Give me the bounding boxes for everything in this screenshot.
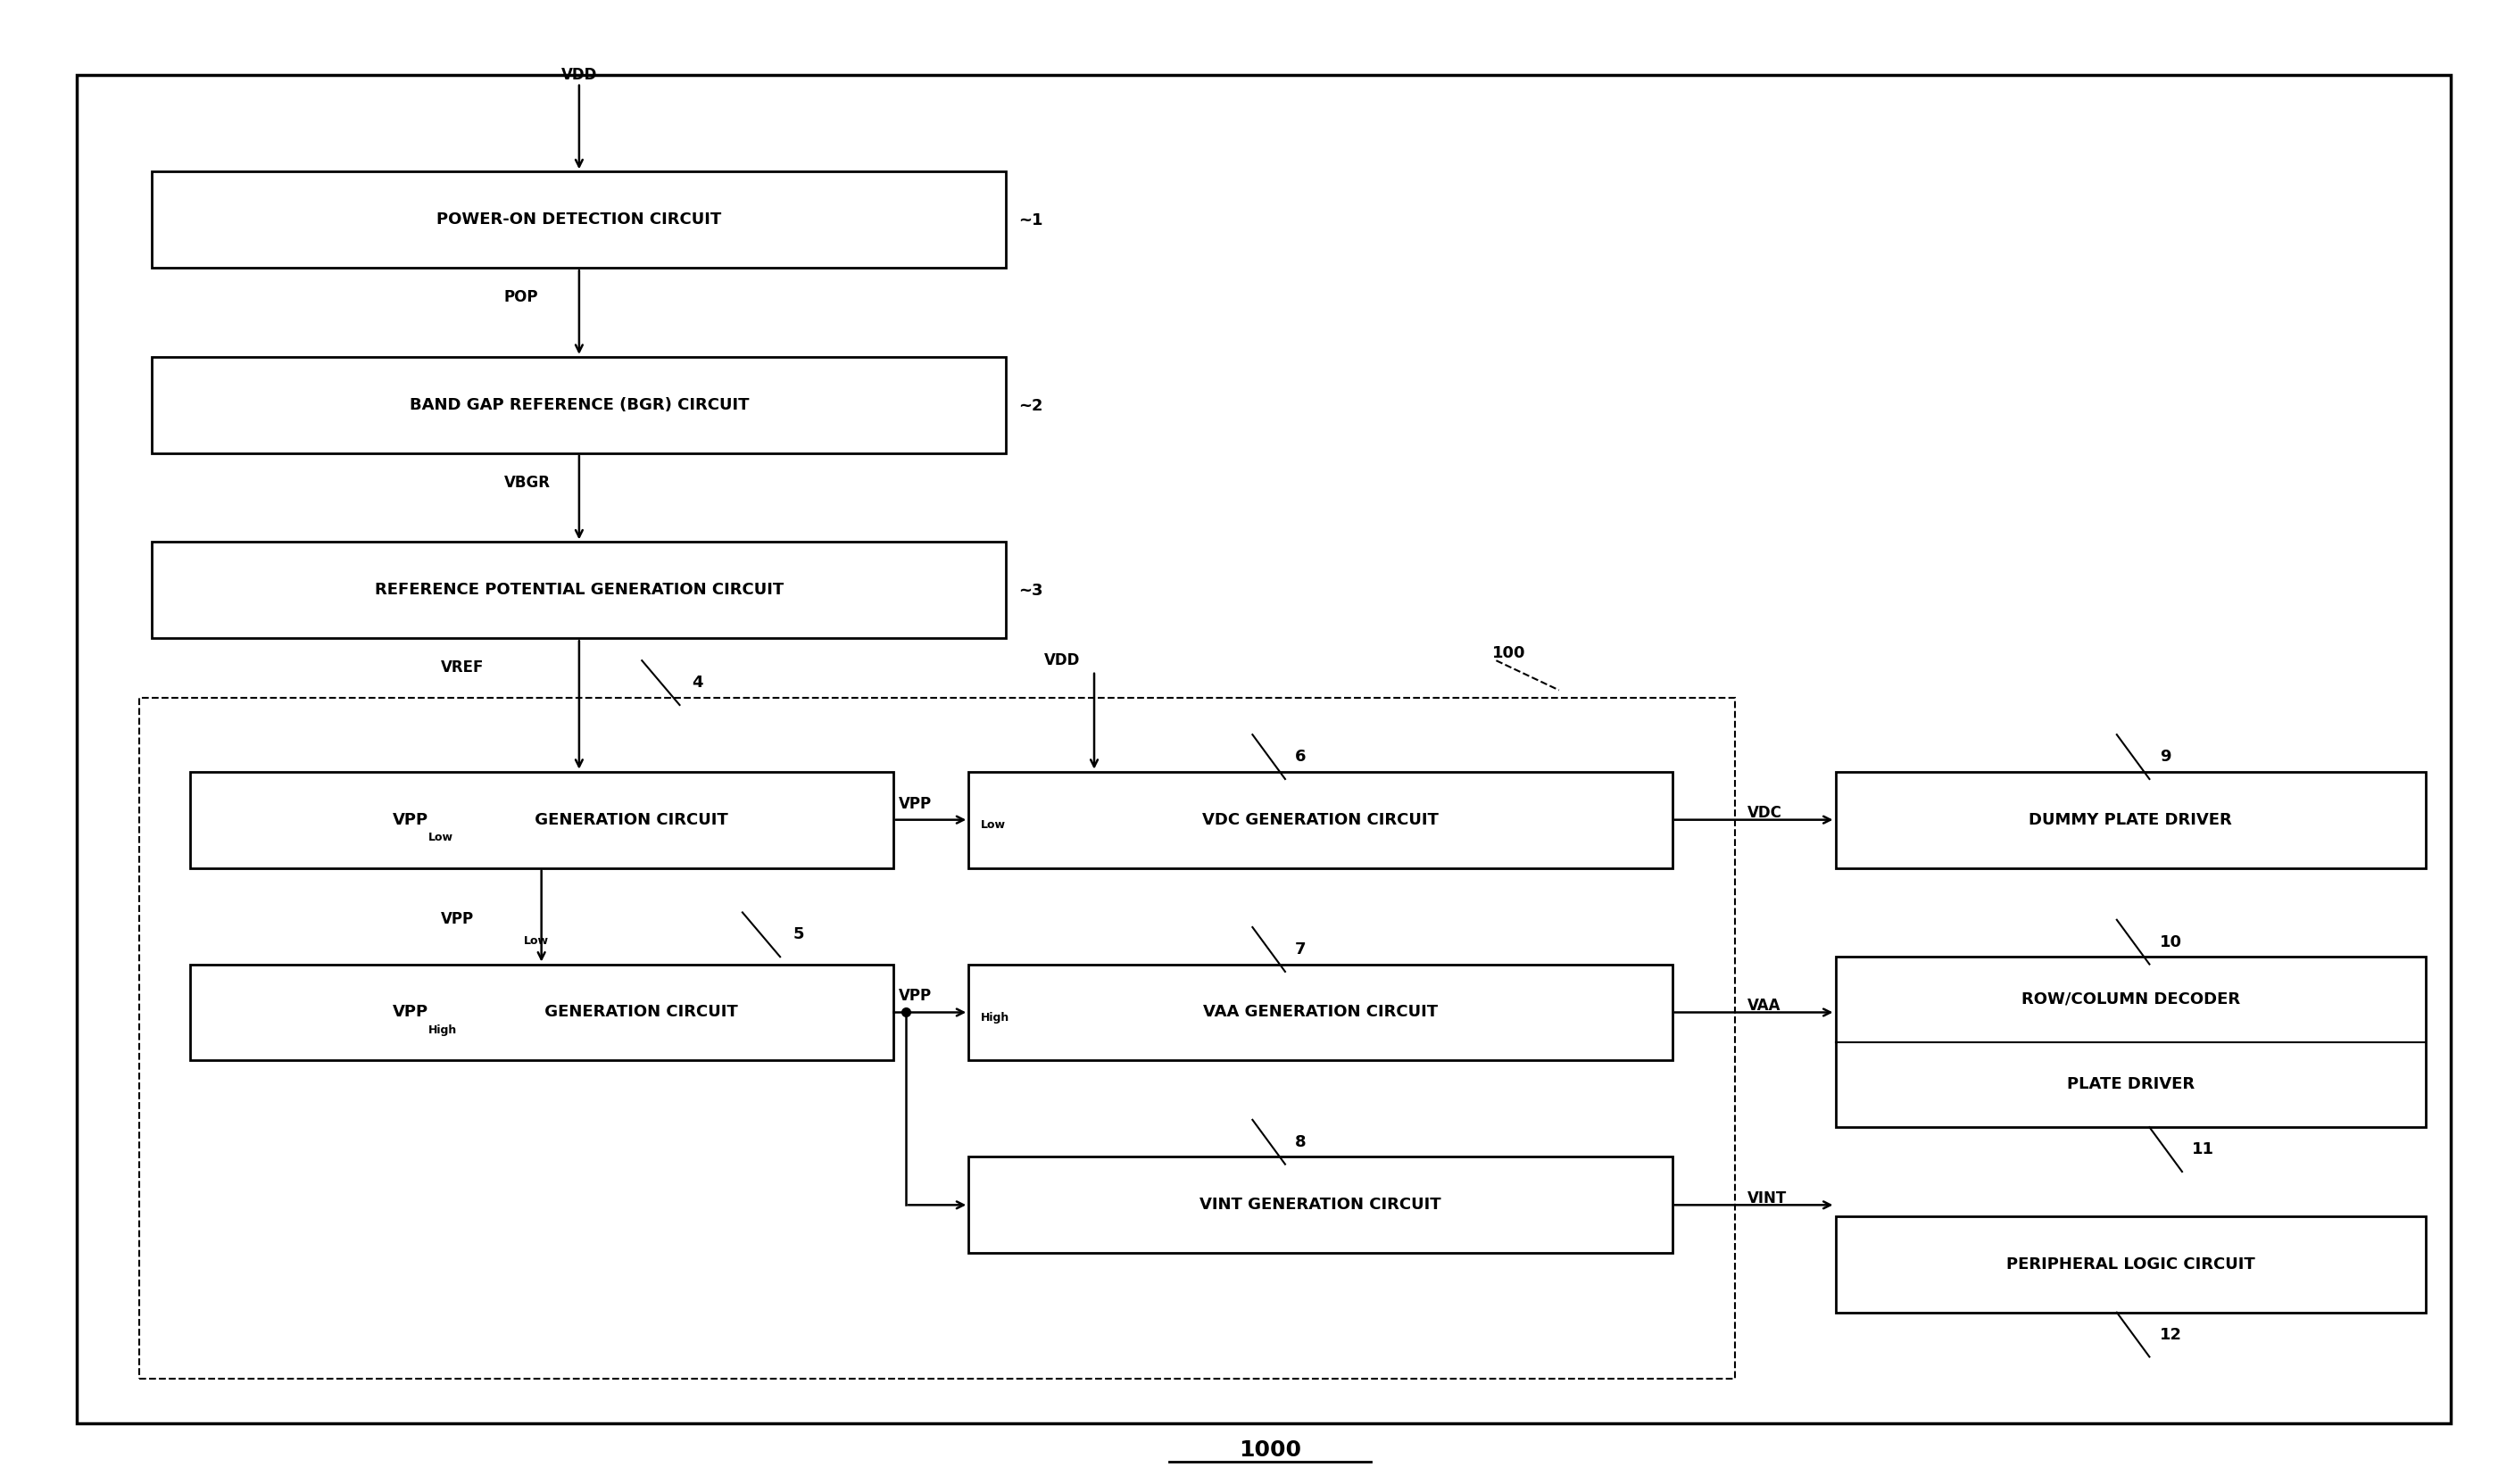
FancyBboxPatch shape <box>189 965 893 1061</box>
Text: 4: 4 <box>692 675 704 690</box>
Text: PLATE DRIVER: PLATE DRIVER <box>2067 1076 2196 1092</box>
Text: ROW/COLUMN DECODER: ROW/COLUMN DECODER <box>2022 991 2241 1008</box>
FancyBboxPatch shape <box>189 772 893 868</box>
Text: VDC: VDC <box>1748 806 1783 821</box>
Text: VDD: VDD <box>561 67 596 83</box>
FancyBboxPatch shape <box>968 1158 1672 1252</box>
Text: PERIPHERAL LOGIC CIRCUIT: PERIPHERAL LOGIC CIRCUIT <box>2007 1255 2256 1272</box>
Text: 9: 9 <box>2160 749 2170 764</box>
Text: GENERATION CIRCUIT: GENERATION CIRCUIT <box>538 1005 737 1021</box>
Text: POP: POP <box>503 289 538 306</box>
Text: 8: 8 <box>1295 1134 1305 1150</box>
Text: VPP: VPP <box>392 812 428 828</box>
Text: VDC GENERATION CIRCUIT: VDC GENERATION CIRCUIT <box>1202 812 1439 828</box>
FancyBboxPatch shape <box>1836 772 2427 868</box>
Text: POWER-ON DETECTION CIRCUIT: POWER-ON DETECTION CIRCUIT <box>438 212 722 229</box>
Text: VINT: VINT <box>1748 1190 1788 1206</box>
Text: DUMMY PLATE DRIVER: DUMMY PLATE DRIVER <box>2030 812 2233 828</box>
FancyBboxPatch shape <box>1836 1215 2427 1312</box>
FancyBboxPatch shape <box>151 356 1006 453</box>
FancyBboxPatch shape <box>968 772 1672 868</box>
Text: VINT GENERATION CIRCUIT: VINT GENERATION CIRCUIT <box>1200 1198 1441 1212</box>
Text: VBGR: VBGR <box>503 475 551 491</box>
Text: VAA: VAA <box>1748 997 1781 1014</box>
FancyBboxPatch shape <box>151 542 1006 638</box>
Text: VREF: VREF <box>440 660 483 675</box>
Text: ~2: ~2 <box>1019 398 1044 414</box>
Text: VDD: VDD <box>1044 653 1079 669</box>
FancyBboxPatch shape <box>151 172 1006 269</box>
Text: 6: 6 <box>1295 749 1305 764</box>
Text: 7: 7 <box>1295 941 1305 957</box>
Text: ~3: ~3 <box>1019 583 1044 600</box>
Text: VAA GENERATION CIRCUIT: VAA GENERATION CIRCUIT <box>1202 1005 1439 1021</box>
FancyBboxPatch shape <box>1836 957 2427 1128</box>
Text: REFERENCE POTENTIAL GENERATION CIRCUIT: REFERENCE POTENTIAL GENERATION CIRCUIT <box>375 582 785 598</box>
Text: 10: 10 <box>2160 933 2183 950</box>
Text: 5: 5 <box>792 926 805 942</box>
Text: Low: Low <box>981 819 1006 831</box>
Text: ~1: ~1 <box>1019 212 1044 229</box>
Text: 100: 100 <box>1491 646 1527 662</box>
Text: VPP: VPP <box>392 1005 428 1021</box>
Text: 12: 12 <box>2160 1327 2183 1343</box>
Text: Low: Low <box>428 831 453 843</box>
Text: High: High <box>428 1024 458 1036</box>
Text: GENERATION CIRCUIT: GENERATION CIRCUIT <box>528 812 727 828</box>
Text: 1000: 1000 <box>1240 1439 1300 1460</box>
Text: VPP: VPP <box>898 988 931 1005</box>
FancyBboxPatch shape <box>75 76 2452 1423</box>
Text: 11: 11 <box>2193 1141 2216 1158</box>
FancyBboxPatch shape <box>968 965 1672 1061</box>
Text: Low: Low <box>523 935 548 947</box>
Text: BAND GAP REFERENCE (BGR) CIRCUIT: BAND GAP REFERENCE (BGR) CIRCUIT <box>410 396 749 413</box>
Text: VPP: VPP <box>440 911 473 928</box>
Text: High: High <box>981 1012 1011 1024</box>
Text: VPP: VPP <box>898 795 931 812</box>
